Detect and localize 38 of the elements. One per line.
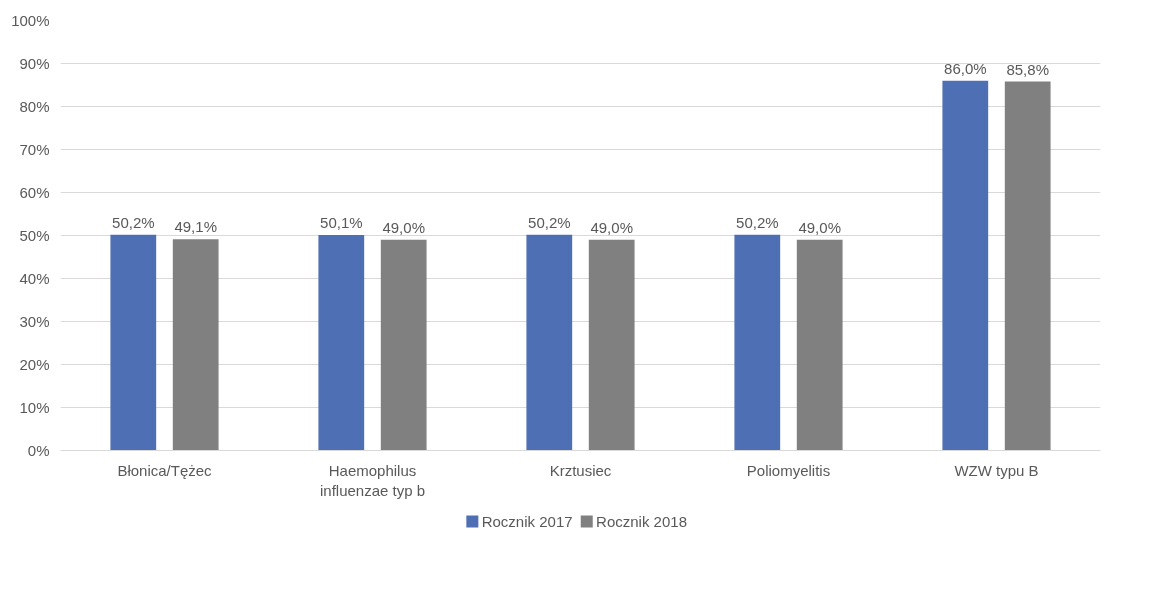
- data-label: 50,2%: [112, 213, 155, 231]
- data-label: 49,0%: [798, 218, 841, 236]
- bar: [796, 239, 843, 451]
- legend-label: Rocznik 2017: [481, 513, 573, 530]
- x-tick-label: Poliomyelitis: [746, 461, 831, 479]
- bar: [380, 239, 427, 451]
- x-tick-label: Krztusiec: [549, 461, 612, 479]
- bar: [734, 234, 781, 451]
- bar: [110, 234, 157, 451]
- bar: [172, 239, 219, 451]
- bar: [942, 80, 989, 451]
- x-tick-label: Haemophilus influenzae typ b: [319, 461, 426, 499]
- y-tick-label: 80%: [19, 98, 50, 115]
- data-label: 49,1%: [174, 218, 217, 236]
- y-tick-label: 50%: [19, 227, 50, 244]
- y-tick-label: 70%: [19, 141, 50, 158]
- legend-label: Rocznik 2018: [596, 513, 687, 530]
- data-label: 49,0%: [590, 218, 633, 236]
- data-label: 50,2%: [528, 213, 571, 231]
- x-tick-label: Błonica/Tężec: [117, 461, 213, 479]
- y-tick-label: 90%: [19, 55, 50, 72]
- y-tick-label: 100%: [11, 12, 50, 29]
- data-label: 85,8%: [1006, 60, 1049, 78]
- data-label: 50,2%: [736, 213, 779, 231]
- data-label: 86,0%: [944, 59, 987, 77]
- y-tick-label: 40%: [19, 270, 50, 287]
- data-label: 50,1%: [320, 214, 363, 232]
- bar: [318, 235, 365, 451]
- y-tick-label: 0%: [27, 442, 50, 459]
- bar: [526, 234, 573, 451]
- data-label: 49,0%: [382, 218, 425, 236]
- y-tick-label: 10%: [19, 399, 50, 416]
- y-tick-label: 60%: [19, 184, 50, 201]
- x-tick-label: WZW typu B: [954, 461, 1039, 479]
- bar: [588, 239, 635, 451]
- bar: [1004, 81, 1051, 451]
- y-tick-label: 20%: [19, 356, 50, 373]
- y-tick-label: 30%: [19, 313, 50, 330]
